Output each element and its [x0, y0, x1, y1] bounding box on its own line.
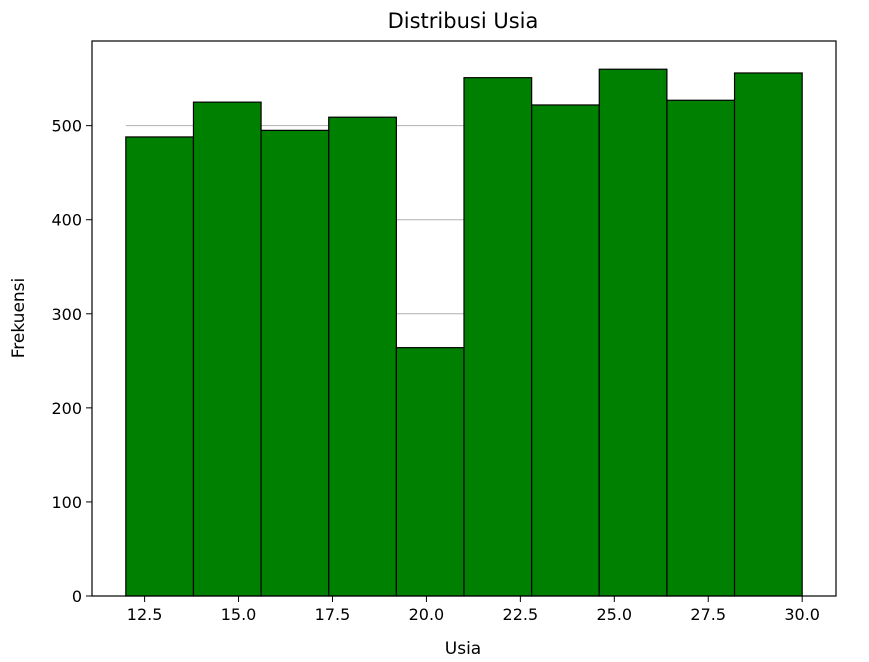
histogram-bar [328, 116, 397, 597]
x-tick-label: 12.5 [127, 605, 163, 624]
histogram-bar [463, 77, 533, 597]
y-tick-label: 200 [51, 399, 82, 418]
x-tick-label: 30.0 [784, 605, 820, 624]
y-axis-ticks: 0 100 200 300 400 500 [51, 117, 92, 606]
y-tick-label: 0 [72, 587, 82, 606]
x-tick-label: 22.5 [503, 605, 539, 624]
y-tick-label: 400 [51, 211, 82, 230]
y-tick-label: 500 [51, 117, 82, 136]
y-tick-label: 300 [51, 305, 82, 324]
chart-title: Distribusi Usia [388, 9, 539, 33]
x-tick-label: 25.0 [596, 605, 632, 624]
histogram-bar [666, 99, 736, 597]
histogram-bar [395, 347, 465, 597]
x-tick-label: 17.5 [315, 605, 351, 624]
x-axis-ticks: 12.5 15.0 17.5 20.0 22.5 25.0 27.5 30.0 [127, 596, 820, 624]
histogram-bar [598, 68, 668, 597]
x-axis-label: Usia [445, 639, 481, 658]
histogram-bar [733, 72, 803, 597]
plot-frame [91, 40, 837, 597]
histogram-bars [125, 68, 803, 597]
histogram-bar [125, 136, 195, 597]
x-tick-label: 15.0 [221, 605, 257, 624]
x-tick-label: 27.5 [690, 605, 726, 624]
histogram-bar [531, 104, 600, 597]
y-tick-label: 100 [51, 493, 82, 512]
histogram-bar [260, 129, 330, 597]
y-axis-label: Frekuensi [9, 278, 29, 359]
histogram-bar [192, 101, 262, 597]
x-tick-label: 20.0 [409, 605, 445, 624]
